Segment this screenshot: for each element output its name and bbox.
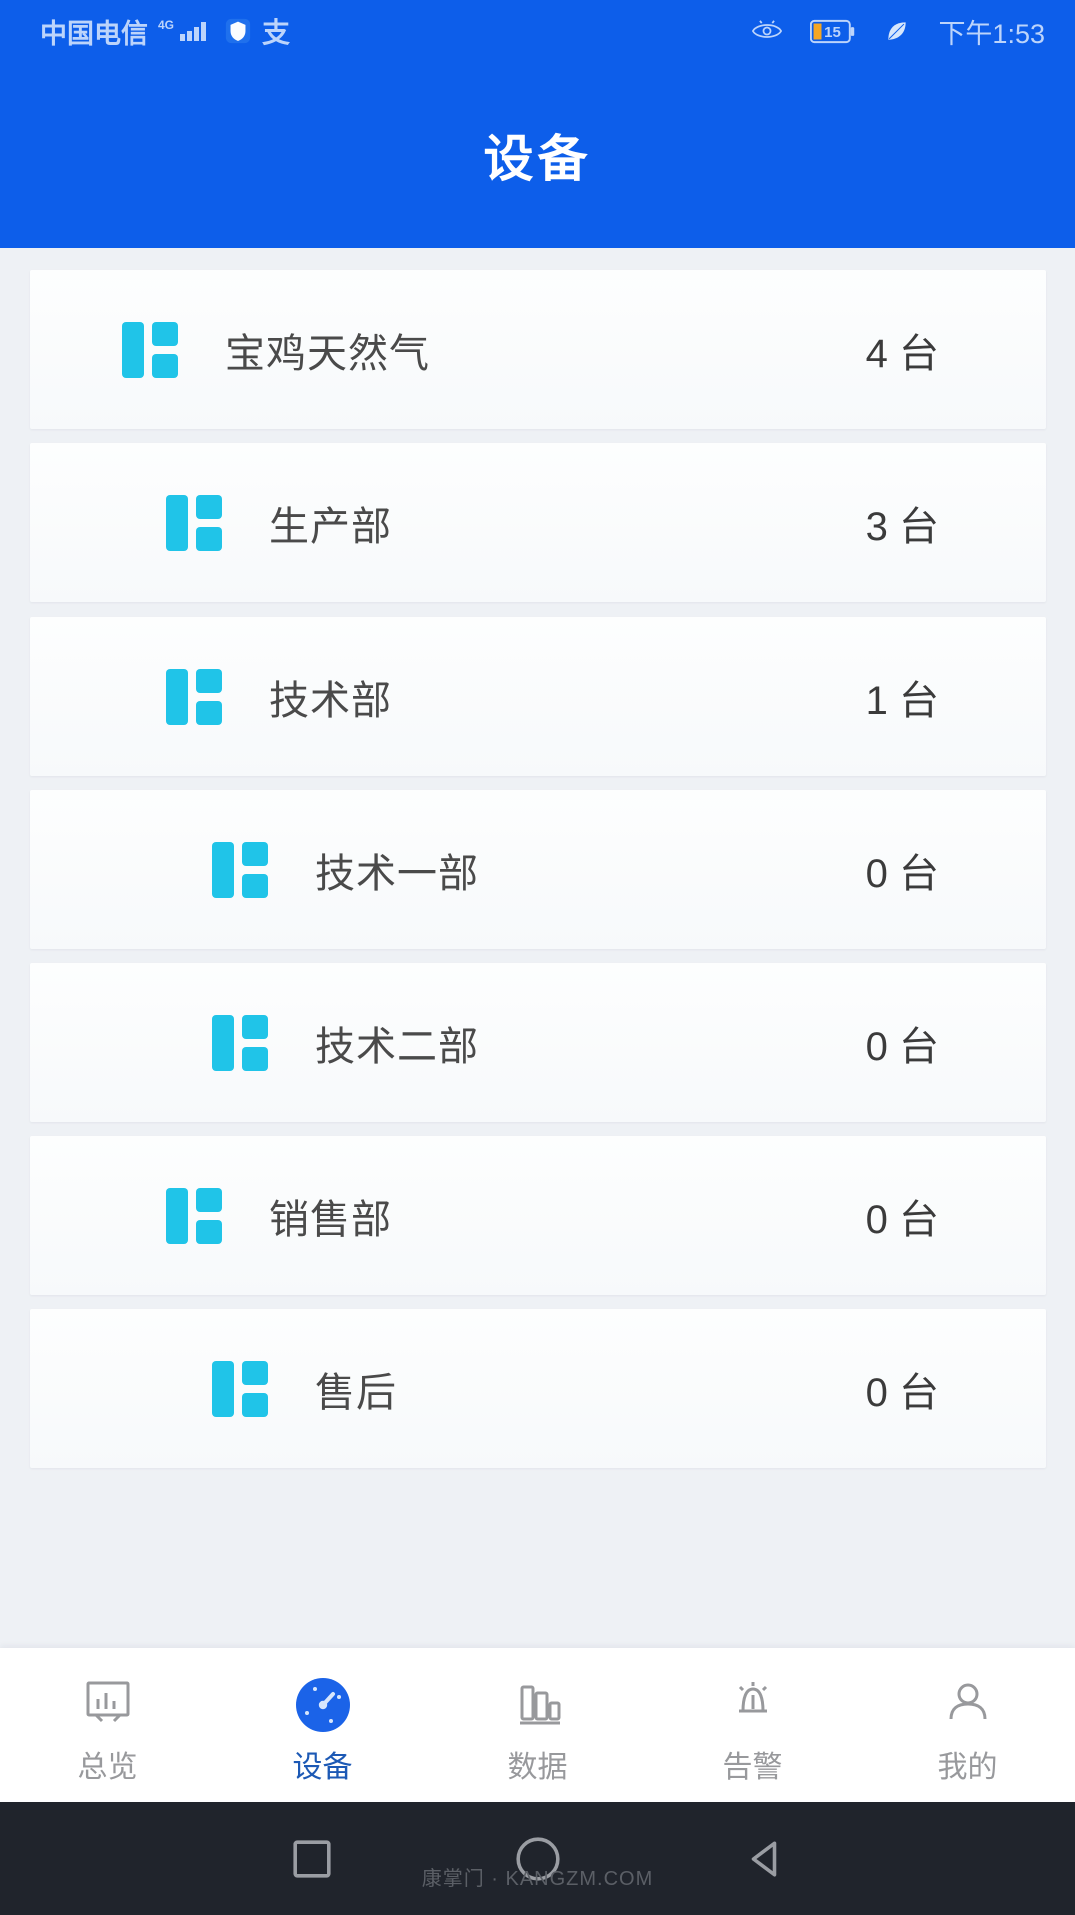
svg-text:4G: 4G xyxy=(158,18,174,32)
svg-text:15: 15 xyxy=(825,23,842,40)
